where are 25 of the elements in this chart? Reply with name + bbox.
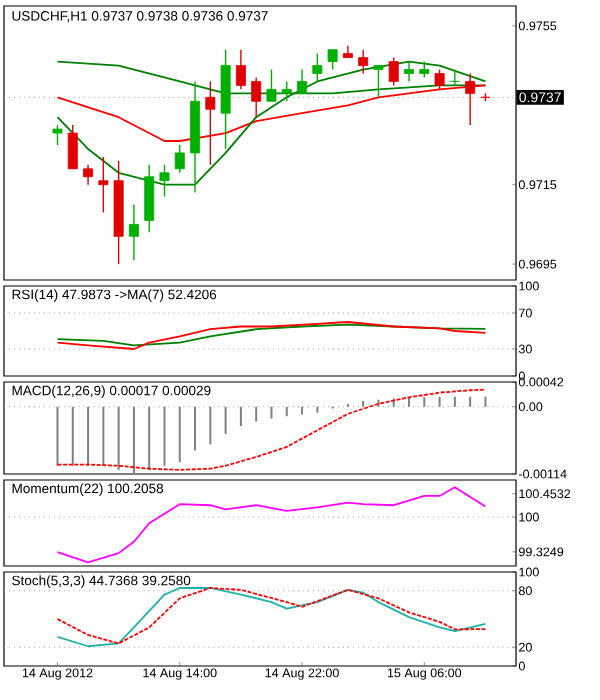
candlestick (358, 48, 369, 75)
candlestick (281, 80, 292, 102)
candlestick (404, 60, 414, 83)
candlestick (312, 52, 323, 83)
candlestick (52, 124, 63, 146)
candlestick (98, 156, 109, 214)
candlestick (327, 48, 338, 71)
candlestick (297, 68, 308, 95)
candlestick (251, 76, 262, 118)
candlestick (373, 64, 384, 99)
candlestick (235, 48, 246, 91)
candlestick (434, 68, 445, 91)
candlestick (67, 124, 78, 170)
candlestick (449, 68, 460, 87)
line-series (56, 84, 487, 142)
candlestick (128, 203, 139, 261)
candlestick (83, 164, 94, 186)
candlestick (220, 48, 231, 150)
candlestick (266, 68, 277, 102)
candlestick (465, 72, 476, 126)
candlestick (174, 144, 185, 174)
candlestick (159, 164, 170, 198)
candlestick (388, 56, 399, 87)
candlestick (205, 80, 216, 166)
candlestick (144, 164, 155, 234)
